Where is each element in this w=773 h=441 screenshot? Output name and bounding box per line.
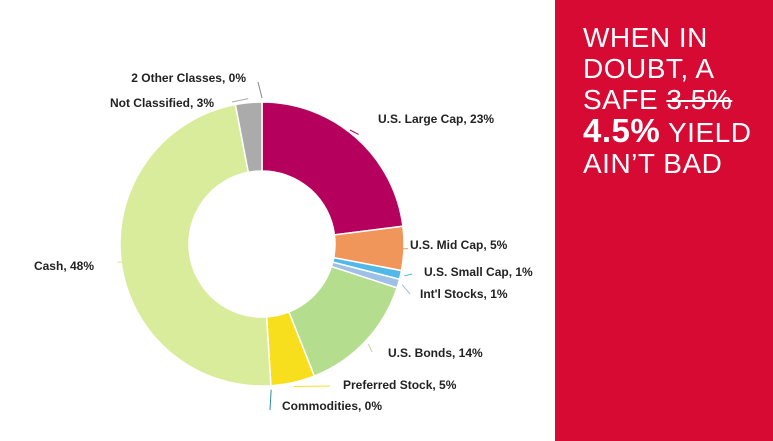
- donut-slices: [119, 101, 405, 387]
- slice-label-u-s-mid-cap: U.S. Mid Cap, 5%: [410, 238, 508, 252]
- headline-line-5: AIN’T BAD: [583, 148, 723, 179]
- label-leader-lines: [117, 81, 413, 411]
- leader-line-u-s-bonds: [367, 343, 373, 353]
- slice-label-u-s-small-cap: U.S. Small Cap, 1%: [424, 265, 533, 279]
- headline-panel: WHEN IN DOUBT, A SAFE 3.5% 4.5% YIELD AI…: [555, 0, 773, 441]
- headline-safe-text: SAFE: [583, 84, 667, 115]
- slice-label-preferred-stock: Preferred Stock, 5%: [343, 378, 457, 392]
- yield-word: YIELD: [660, 117, 752, 148]
- headline-line-3: SAFE 3.5%: [583, 84, 773, 115]
- slice-not-classified: [234, 101, 263, 174]
- headline-line-1: WHEN IN: [583, 22, 708, 53]
- slice-label-commodities: Commodities, 0%: [282, 399, 382, 413]
- slice-label-u-s-bonds: U.S. Bonds, 14%: [388, 346, 483, 360]
- slice-cash: [119, 103, 272, 387]
- leader-line-commodities: [269, 389, 272, 411]
- slice-label-not-classified: Not Classified, 3%: [110, 96, 214, 110]
- slice-u-s-large-cap: [261, 101, 404, 236]
- slice-label-int-l-stocks: Int'l Stocks, 1%: [420, 287, 508, 301]
- struck-yield: 3.5%: [666, 84, 733, 115]
- slice-label-2-other-classes: 2 Other Classes, 0%: [131, 71, 246, 85]
- donut-chart: U.S. Large Cap, 23% U.S. Mid Cap, 5% U.S. …: [34, 71, 533, 413]
- new-yield: 4.5%: [583, 112, 661, 149]
- headline-line-2: DOUBT, A: [583, 53, 715, 84]
- leader-line-int-l-stocks: [401, 284, 411, 295]
- slice-label-u-s-large-cap: U.S. Large Cap, 23%: [378, 112, 494, 126]
- headline-line-4: 4.5% YIELD: [583, 112, 773, 149]
- leader-line-not-classified: [231, 98, 249, 103]
- slice-labels: U.S. Large Cap, 23% U.S. Mid Cap, 5% U.S. …: [34, 71, 533, 413]
- leader-line-u-s-large-cap: [349, 129, 359, 135]
- leader-line-u-s-small-cap: [404, 273, 413, 277]
- slice-label-cash: Cash, 48%: [34, 259, 94, 273]
- leader-line-2-other-classes: [257, 81, 263, 99]
